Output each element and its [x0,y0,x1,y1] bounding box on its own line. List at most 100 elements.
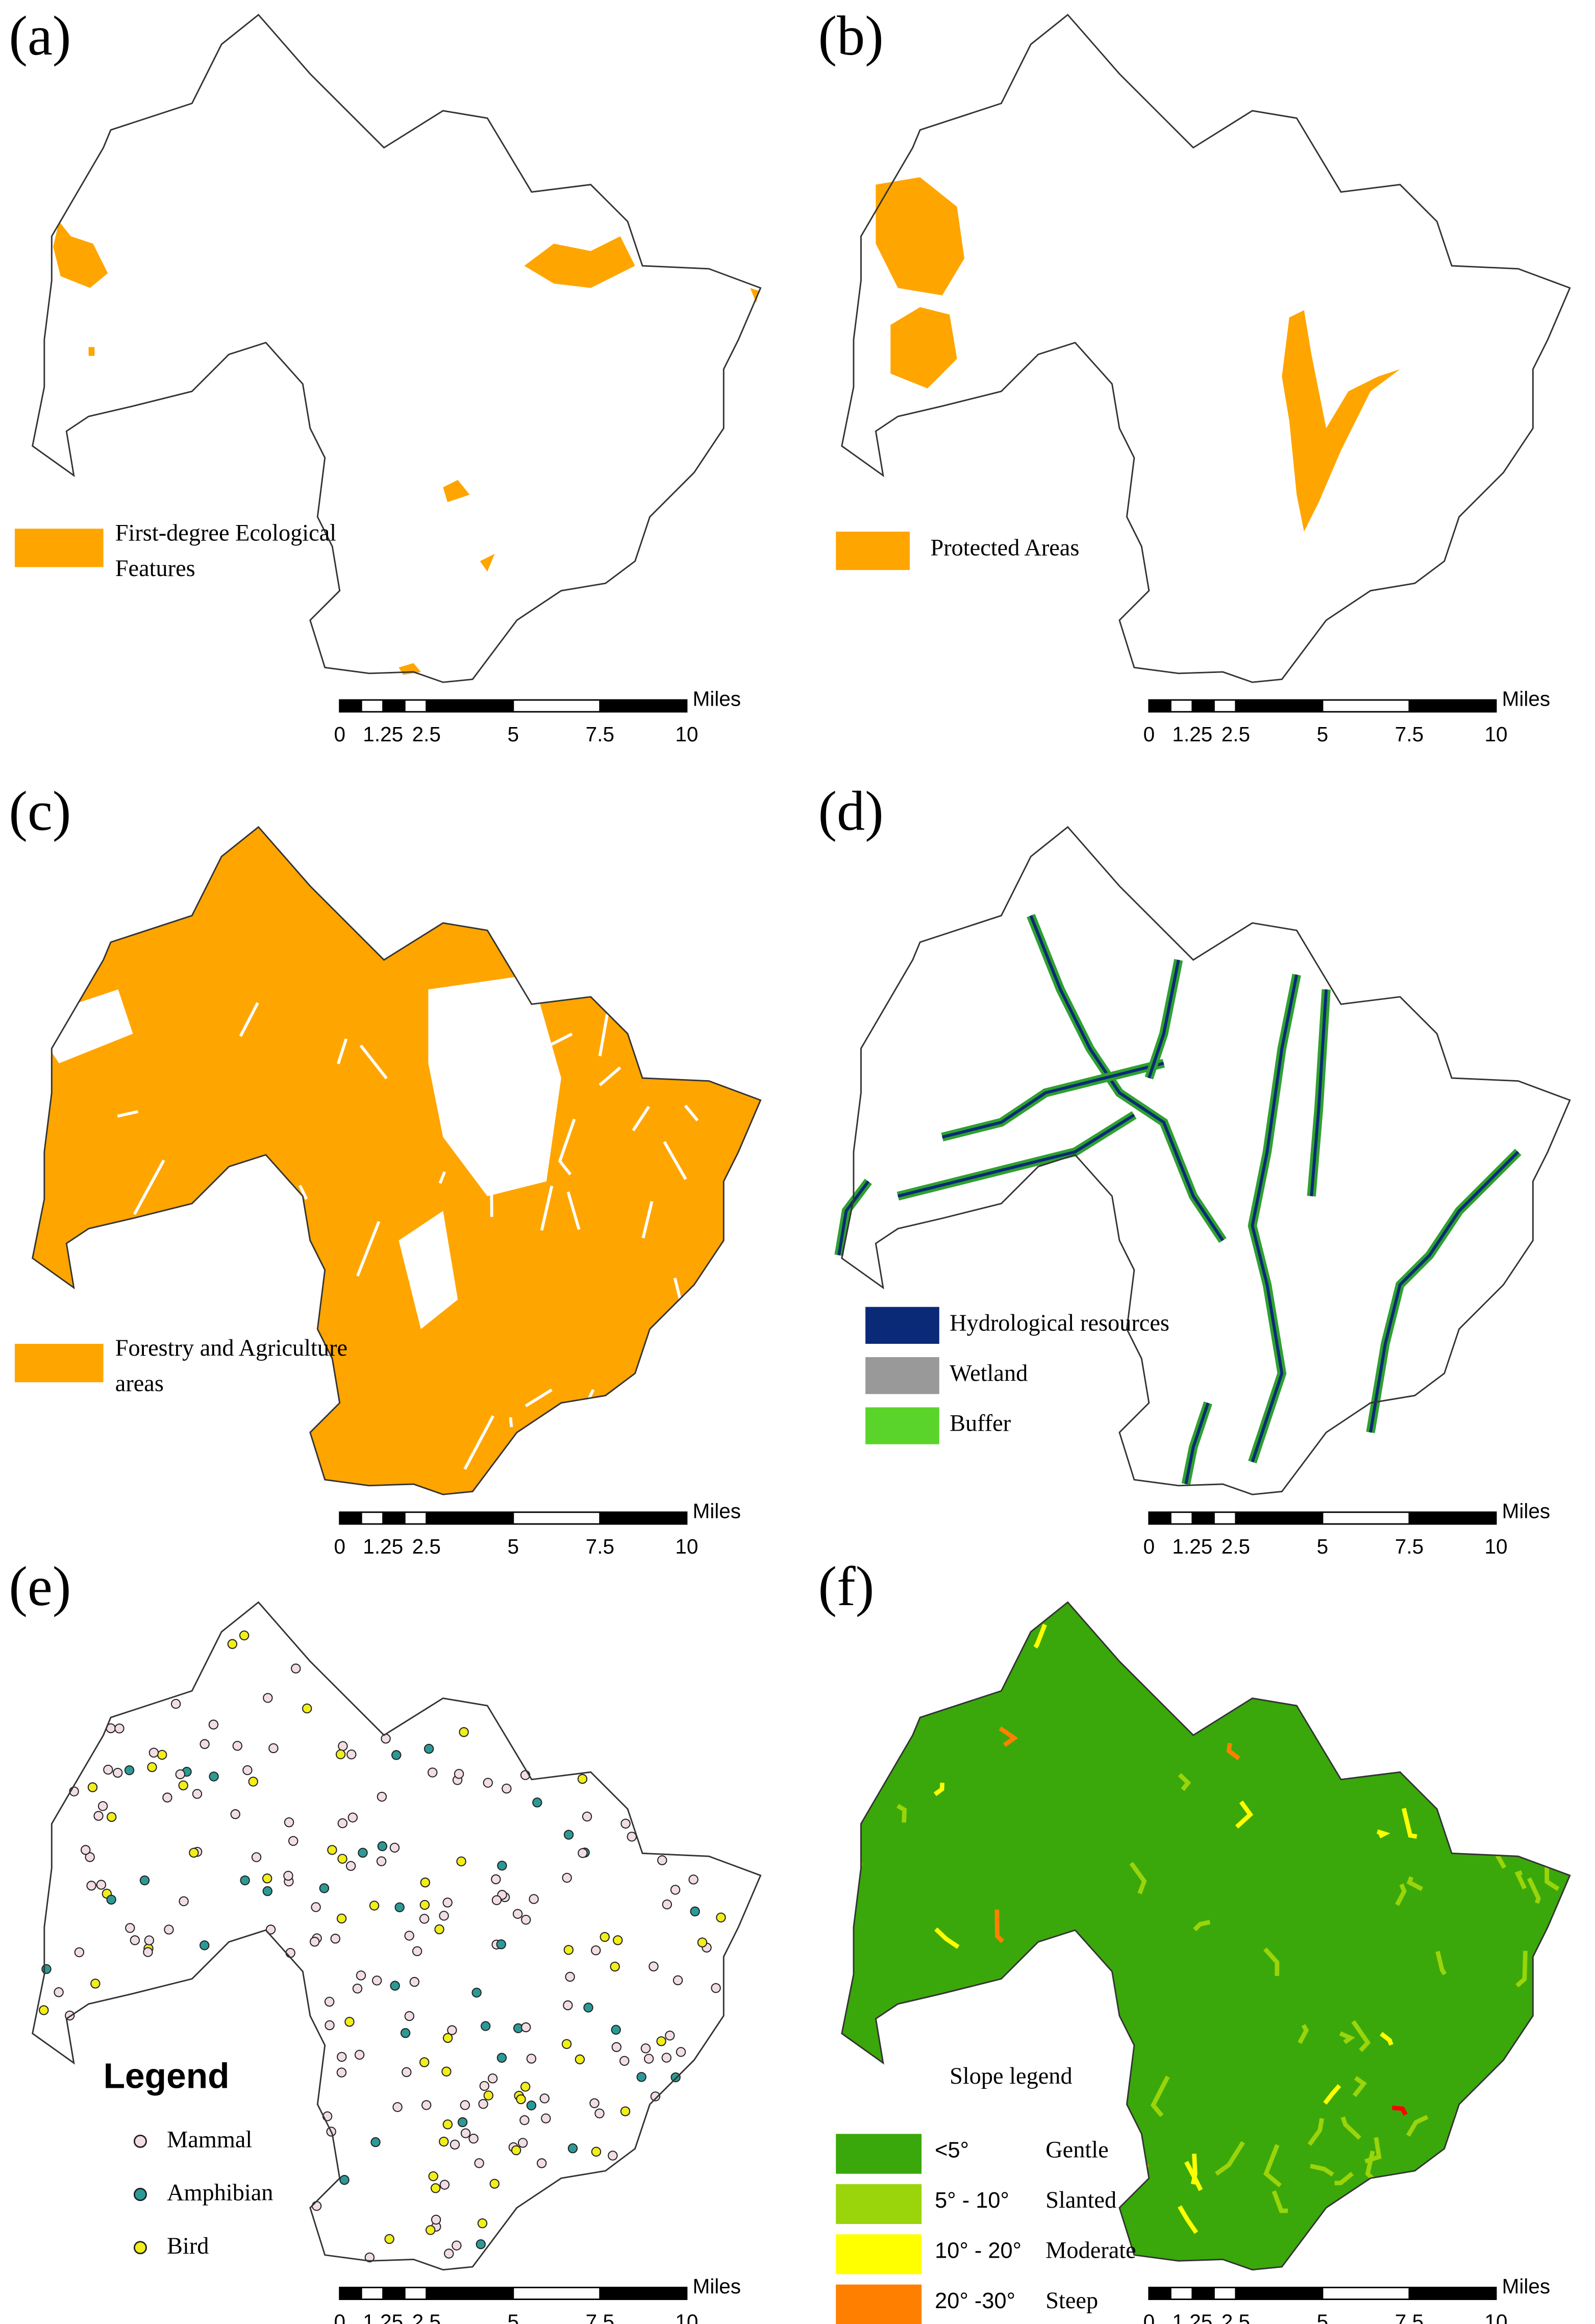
scale-segment [1408,1511,1497,1525]
occurrence-point [384,2234,394,2244]
slope-patch [1176,1622,1194,1661]
scale-tick-label: 2.5 [1222,1535,1250,1558]
occurrence-point [376,1856,387,1866]
occurrence-point [529,1894,539,1904]
occurrence-point [338,1741,348,1752]
occurrence-point [430,2183,441,2193]
stream [1184,1402,1210,1485]
occurrence-point [474,2158,484,2168]
gap [337,1038,348,1064]
occurrence-point [439,2180,450,2190]
occurrence-point [336,1913,347,1924]
occurrence-point [179,1896,189,1907]
occurrence-point [502,1783,512,1794]
basin-fill [841,14,1570,683]
occurrence-point [460,2128,471,2138]
occurrence-point [562,1872,572,1883]
occurrence-point [390,1981,400,1991]
occurrence-point [627,1832,637,1842]
occurrence-point [589,2098,600,2108]
stream [1369,1151,1519,1433]
map: 0 1.25 2.5 5 7.5 10 Miles [836,13,1571,746]
occurrence-point [439,1911,449,1921]
occurrence-point [240,1875,250,1886]
occurrence-point [309,1937,320,1947]
scale-tick-label: 0 [334,2310,345,2324]
occurrence-point [381,1734,391,1744]
scale-tick-label: 2.5 [412,2310,441,2324]
occurrence-point [103,1764,113,1775]
occurrence-point [565,1971,575,1982]
occurrence-point [420,1877,430,1888]
occurrence-point [457,2117,468,2128]
occurrence-point [358,1847,368,1858]
occurrence-point [619,2056,630,2066]
legend-label: Bird [167,2234,209,2260]
occurrence-point [613,1935,623,1945]
map-panel: 0 1.25 2.5 5 7.5 10 Miles (a) First-degree Ecolo… [0,0,797,768]
occurrence-point [107,1812,117,1822]
slope-patch [1374,2176,1388,2206]
stream [1029,915,1224,1241]
occurrence-point [404,1931,414,1941]
scale-segment [1191,699,1215,713]
basin-outline [32,1601,762,2271]
gap [540,1185,554,1231]
map-panel: 0 1.25 2.5 5 7.5 10 Miles (f) Slope legend <5° Gen… [809,1559,1595,2324]
slope-patch [1178,2205,1199,2234]
protected-area [1282,310,1400,532]
slope-patch [1465,2238,1486,2265]
occurrence-point [532,1797,542,1808]
occurrence-point [662,1900,672,1910]
gap [599,1066,621,1087]
occurrence-point [608,2151,618,2161]
gap [463,1415,494,1470]
scale-tick-label: 0 [334,1535,345,1558]
occurrence-point [139,1875,150,1886]
occurrence-point [112,1767,123,1778]
occurrence-point [444,2248,454,2259]
scale-segment [1148,699,1172,713]
occurrence-point [144,1935,155,1945]
slope-patch [1263,1947,1280,1976]
legend-swatch [836,531,910,570]
occurrence-point [428,2171,438,2182]
occurrence-point [439,2136,449,2147]
occurrence-point [400,2028,411,2038]
occurrence-point [284,1817,294,1828]
occurrence-point [324,1996,335,2007]
slope-patch [1184,2161,1203,2191]
occurrence-point [336,2067,347,2078]
scale-tick-label: 1.25 [1172,722,1212,746]
occurrence-point [419,1900,430,1910]
slope-patch [1392,2105,1408,2116]
occurrence-point [491,1895,502,1905]
gap [530,903,544,932]
occurrence-point [611,2042,622,2052]
gap [509,1417,513,1428]
feature [524,236,635,288]
occurrence-point [561,2039,572,2049]
scale-segment [426,2286,514,2301]
occurrence-point [130,1935,140,1945]
occurrence-point [676,2047,686,2057]
legend-swatch [133,2188,147,2202]
scale-tick-label: 10 [675,722,698,746]
scale-tick-label: 5 [1317,2310,1329,2324]
occurrence-point [594,2108,605,2118]
occurrence-point [364,2252,375,2263]
gap [29,989,133,1063]
occurrence-point [347,1812,358,1822]
occurrence-point [392,2102,403,2112]
occurrence-point [526,2054,537,2064]
slope-patch [1436,1770,1451,1796]
slope-patch [1491,2194,1499,2203]
gap [380,890,407,946]
occurrence-point [450,2139,460,2150]
scale-unit: Miles [1502,2275,1551,2298]
occurrence-point [288,1836,298,1846]
legend-title: Legend [103,2057,230,2097]
legend-label: Steep [1045,2289,1099,2314]
legend-label: First-degree Ecological Features [115,521,337,582]
